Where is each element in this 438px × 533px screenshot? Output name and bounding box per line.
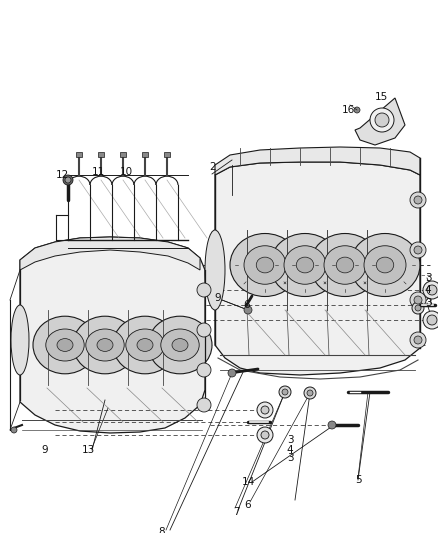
Circle shape [197, 398, 211, 412]
Circle shape [279, 386, 291, 398]
Text: 11: 11 [92, 167, 105, 177]
Ellipse shape [172, 338, 188, 351]
Text: 4: 4 [287, 445, 293, 455]
Text: 9: 9 [42, 445, 48, 455]
Circle shape [423, 311, 438, 329]
Text: 15: 15 [374, 92, 388, 102]
Circle shape [228, 369, 236, 377]
Circle shape [328, 421, 336, 429]
Circle shape [11, 427, 17, 433]
Ellipse shape [364, 246, 406, 284]
Ellipse shape [11, 305, 29, 375]
Ellipse shape [310, 233, 380, 296]
Circle shape [197, 283, 211, 297]
Circle shape [65, 177, 71, 183]
Text: 2: 2 [210, 162, 216, 172]
Circle shape [414, 196, 422, 204]
Text: 3: 3 [287, 453, 293, 463]
Ellipse shape [137, 338, 153, 351]
Text: 8: 8 [159, 527, 165, 533]
Text: 7: 7 [233, 507, 239, 517]
Circle shape [197, 323, 211, 337]
Circle shape [307, 390, 313, 396]
Ellipse shape [33, 316, 97, 374]
Text: 4: 4 [425, 285, 431, 295]
Circle shape [410, 192, 426, 208]
Ellipse shape [376, 257, 394, 273]
Text: 9: 9 [215, 293, 221, 303]
Text: 16: 16 [341, 105, 355, 115]
Ellipse shape [205, 230, 225, 310]
Circle shape [354, 107, 360, 113]
Circle shape [427, 315, 437, 325]
Ellipse shape [230, 233, 300, 296]
Bar [120, 152, 126, 157]
Text: 3: 3 [425, 273, 431, 283]
Ellipse shape [46, 329, 84, 361]
Circle shape [414, 296, 422, 304]
Circle shape [197, 363, 211, 377]
Ellipse shape [324, 246, 366, 284]
Circle shape [370, 108, 394, 132]
Text: 13: 13 [81, 445, 95, 455]
Polygon shape [215, 147, 420, 175]
Ellipse shape [73, 316, 137, 374]
Circle shape [257, 427, 273, 443]
Ellipse shape [161, 329, 199, 361]
Ellipse shape [336, 257, 354, 273]
Circle shape [410, 292, 426, 308]
Circle shape [261, 431, 269, 439]
Bar [76, 152, 82, 157]
Circle shape [410, 332, 426, 348]
Bar [142, 152, 148, 157]
Ellipse shape [97, 338, 113, 351]
Polygon shape [355, 98, 405, 145]
Circle shape [63, 175, 73, 185]
Ellipse shape [296, 257, 314, 273]
Ellipse shape [256, 257, 274, 273]
Ellipse shape [113, 316, 177, 374]
Text: 10: 10 [120, 167, 133, 177]
Circle shape [244, 306, 252, 314]
Circle shape [423, 281, 438, 299]
Circle shape [414, 336, 422, 344]
Ellipse shape [57, 338, 73, 351]
Circle shape [257, 402, 273, 418]
Ellipse shape [244, 246, 286, 284]
Polygon shape [20, 237, 205, 433]
Circle shape [414, 246, 422, 254]
Bar [164, 152, 170, 157]
Text: 12: 12 [55, 170, 69, 180]
Circle shape [375, 113, 389, 127]
Text: 3: 3 [287, 435, 293, 445]
Polygon shape [215, 162, 420, 375]
Ellipse shape [86, 329, 124, 361]
Circle shape [261, 406, 269, 414]
Text: 3: 3 [425, 298, 431, 308]
Ellipse shape [270, 233, 340, 296]
Text: 6: 6 [244, 300, 250, 310]
Circle shape [427, 285, 437, 295]
Polygon shape [20, 237, 200, 270]
Ellipse shape [148, 316, 212, 374]
Text: 5: 5 [355, 475, 361, 485]
Text: 6: 6 [245, 500, 251, 510]
Circle shape [410, 242, 426, 258]
Circle shape [304, 387, 316, 399]
Ellipse shape [284, 246, 326, 284]
Ellipse shape [350, 233, 420, 296]
Text: 14: 14 [241, 477, 254, 487]
Circle shape [412, 302, 424, 314]
Bar [98, 152, 104, 157]
Circle shape [415, 305, 421, 311]
Circle shape [282, 389, 288, 395]
Ellipse shape [126, 329, 164, 361]
